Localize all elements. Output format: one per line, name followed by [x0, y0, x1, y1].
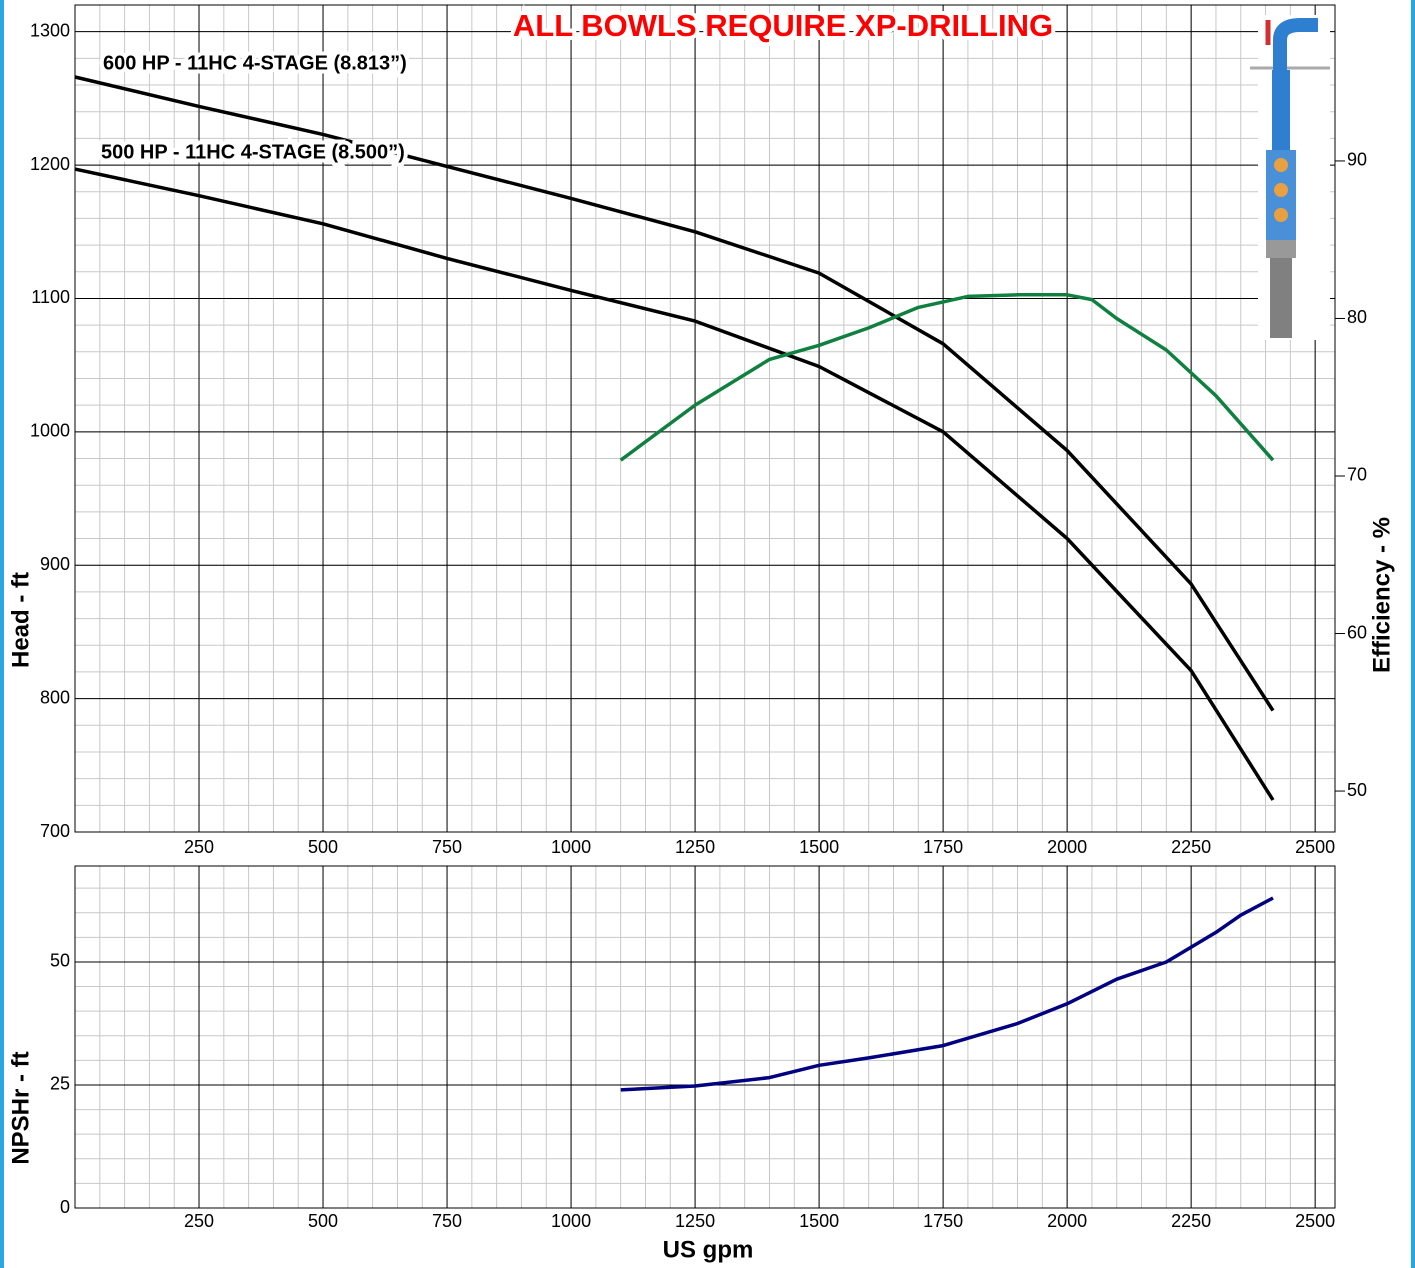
- x-tick-label: 1500: [799, 1211, 839, 1231]
- x-tick-label: 750: [432, 1211, 462, 1231]
- x-tick-label: 2250: [1171, 1211, 1211, 1231]
- y2-tick-label: 80: [1347, 307, 1367, 327]
- y-tick-label: 1200: [30, 154, 70, 174]
- plot-frame: [74, 4, 1336, 833]
- y-tick-label: 1100: [31, 287, 70, 307]
- x-tick-label: 1750: [923, 837, 963, 857]
- x-axis-label: US gpm: [663, 1236, 754, 1263]
- x-tick-label: 250: [184, 837, 214, 857]
- y-tick-label: 1000: [30, 421, 70, 441]
- series-line: [74, 167, 1275, 801]
- y2-axis-label: Efficiency - %: [1368, 517, 1395, 673]
- data-layer: [74, 75, 1275, 1092]
- x-tick-label: 500: [308, 837, 338, 857]
- y-tick-label: 700: [40, 821, 70, 841]
- x-tick-label: 250: [184, 1211, 214, 1231]
- x-tick-label: 2000: [1047, 837, 1087, 857]
- series-label: 600 HP - 11HC 4-STAGE (8.813”): [103, 52, 407, 74]
- y-tick-label: 1300: [30, 20, 70, 40]
- y-tick-label: 50: [50, 951, 70, 971]
- right-border: [1411, 0, 1415, 1268]
- x-tick-label: 1000: [551, 837, 591, 857]
- series-label: 500 HP - 11HC 4-STAGE (8.500”): [101, 141, 405, 163]
- x-tick-label: 2250: [1171, 837, 1211, 857]
- series-line: [619, 293, 1275, 462]
- x-tick-label: 1250: [675, 1211, 715, 1231]
- y-axis-label: Head - ft: [7, 572, 34, 668]
- x-tick-label: 1500: [799, 837, 839, 857]
- x-tick-label: 2500: [1295, 837, 1335, 857]
- plot-frame: [74, 865, 1336, 1209]
- text-layer: 250 500 750 1000 1250 1500 1750 2000 2250 2500700…: [7, 4, 1395, 1263]
- x-tick-label: 2500: [1295, 1211, 1335, 1231]
- y2-tick-label: 60: [1347, 622, 1367, 642]
- y-tick-label: 900: [40, 554, 70, 574]
- y-axis-label: NPSHr - ft: [7, 1051, 34, 1164]
- x-tick-label: 2000: [1047, 1211, 1087, 1231]
- y2-tick-label: 90: [1347, 150, 1367, 170]
- x-tick-label: 750: [432, 837, 462, 857]
- x-tick-label: 1750: [923, 1211, 963, 1231]
- pump-illustration: [1250, 15, 1330, 340]
- y-tick-label: 0: [60, 1197, 70, 1217]
- y-tick-label: 25: [50, 1074, 70, 1094]
- y2-tick-label: 70: [1347, 465, 1367, 485]
- series-line: [620, 896, 1274, 1092]
- x-tick-label: 1000: [551, 1211, 591, 1231]
- y2-tick-label: 50: [1347, 780, 1367, 800]
- left-border: [0, 0, 4, 1268]
- chart-title: ALL BOWLS REQUIRE XP-DRILLING: [513, 8, 1053, 43]
- x-tick-label: 1250: [675, 837, 715, 857]
- x-tick-label: 500: [308, 1211, 338, 1231]
- grid-layer: [74, 4, 1345, 1209]
- series-line: [74, 75, 1275, 712]
- y-tick-label: 800: [40, 687, 70, 707]
